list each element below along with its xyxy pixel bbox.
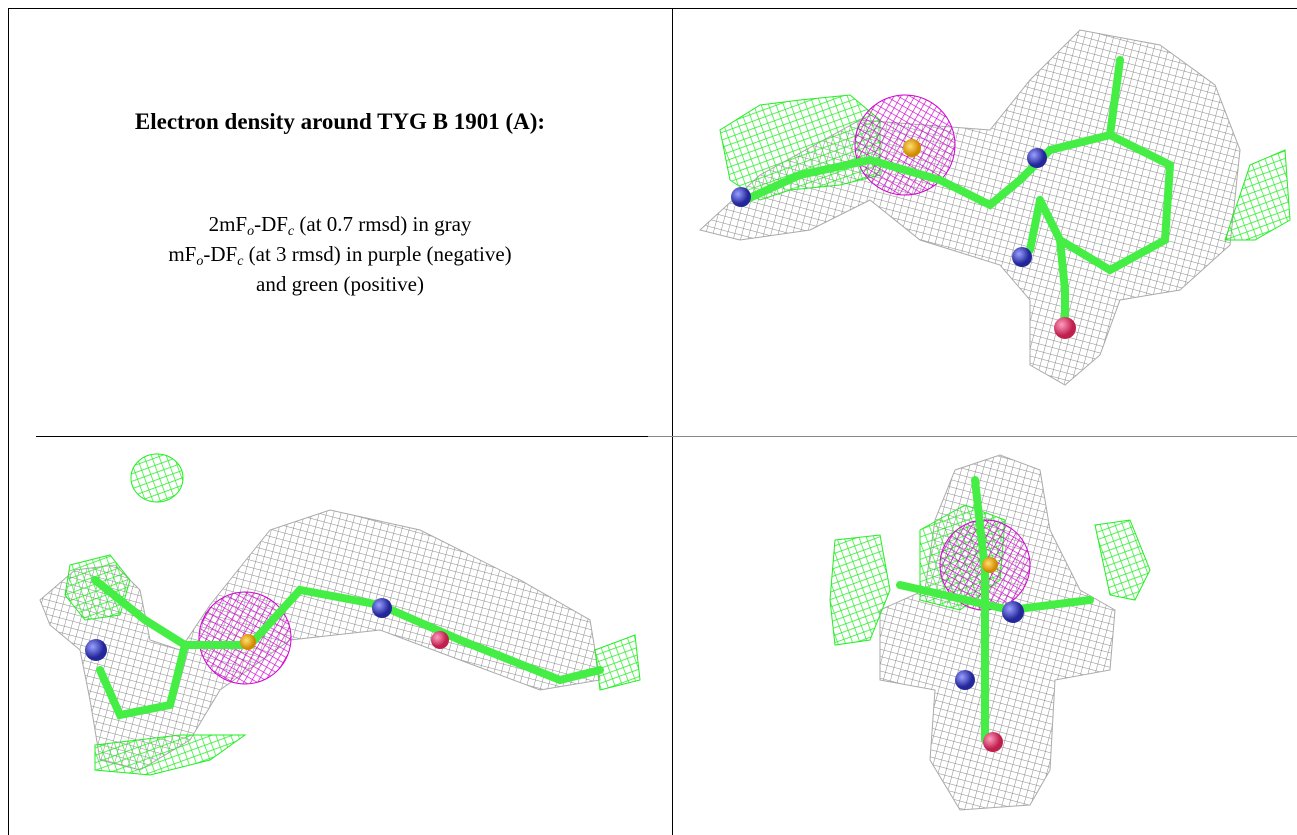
legend-text: -DF — [254, 212, 288, 236]
legend-text: 2mF — [209, 212, 248, 236]
density-image-3 — [830, 455, 1150, 810]
density-image-1 — [700, 30, 1290, 385]
text-cell: Electron density around TYG B 1901 (A): … — [9, 9, 671, 436]
legend-text: (at 0.7 rmsd) in gray — [294, 212, 471, 236]
legend-line: mFo-DFc (at 3 rmsd) in purple (negative) — [9, 239, 671, 269]
density-image-2 — [40, 454, 640, 775]
legend-line: and green (positive) — [9, 269, 671, 299]
title: Electron density around TYG B 1901 (A): — [9, 109, 671, 135]
page: {"table": {"title": "Electron density ar… — [0, 0, 1297, 835]
legend-text: -DF — [203, 242, 237, 266]
legend-text: mF — [168, 242, 196, 266]
legend-text: and green (positive) — [256, 272, 424, 296]
legend-text: (at 3 rmsd) in purple (negative) — [243, 242, 511, 266]
legend-line: 2mFo-DFc (at 0.7 rmsd) in gray — [9, 209, 671, 239]
